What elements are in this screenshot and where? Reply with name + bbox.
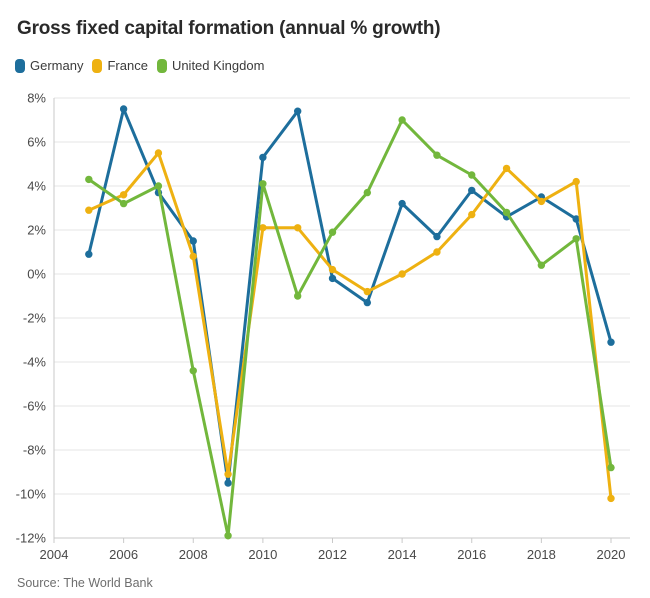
data-point-germany	[572, 215, 580, 223]
x-axis-label: 2016	[457, 547, 486, 562]
data-point-united-kingdom	[328, 228, 337, 236]
y-axis-label: -10%	[16, 487, 47, 502]
data-point-germany	[468, 186, 476, 195]
data-point-united-kingdom	[502, 208, 511, 217]
data-point-germany	[328, 274, 337, 283]
data-point-france	[398, 270, 406, 278]
y-axis-label: -4%	[23, 355, 47, 370]
data-point-germany	[224, 479, 232, 487]
data-point-united-kingdom	[85, 175, 93, 184]
y-axis-label: -8%	[23, 443, 47, 458]
data-point-france	[572, 177, 580, 186]
series-line-united-kingdom	[87, 118, 613, 538]
chart-title: Gross fixed capital formation (annual % …	[17, 18, 441, 39]
y-axis-label: -12%	[16, 531, 47, 546]
data-point-united-kingdom	[363, 188, 372, 197]
legend-label-france: France	[107, 58, 148, 73]
data-point-united-kingdom	[189, 367, 197, 375]
data-point-germany	[85, 250, 93, 258]
x-axis-label: 2006	[109, 547, 138, 562]
data-point-germany	[607, 338, 615, 346]
y-axis-label: -2%	[23, 311, 47, 326]
y-axis-label: 0%	[27, 267, 46, 282]
legend-swatch-germany-icon	[15, 58, 25, 73]
data-point-germany	[433, 232, 441, 241]
source-note: Source: The World Bank	[17, 576, 153, 590]
y-axis-label: -6%	[23, 399, 47, 414]
series-line-germany	[87, 107, 613, 485]
data-point-france	[502, 164, 511, 173]
legend-label-united-kingdom: United Kingdom	[171, 58, 265, 73]
legend-label-germany: Germany	[30, 58, 84, 73]
x-axis-label: 2010	[248, 547, 277, 562]
x-axis-label: 2012	[318, 547, 347, 562]
y-axis-label: 8%	[27, 91, 46, 106]
x-axis-label: 2018	[527, 547, 556, 562]
data-point-germany	[189, 237, 197, 245]
legend-item-united-kingdom: United Kingdom	[156, 58, 265, 73]
data-point-france	[293, 224, 302, 232]
data-point-france	[363, 287, 372, 296]
data-point-united-kingdom	[119, 199, 128, 208]
data-point-germany	[119, 105, 128, 113]
data-point-france	[85, 206, 93, 214]
y-axis-label: 6%	[27, 135, 46, 150]
data-point-france	[224, 470, 232, 478]
data-point-france	[328, 265, 337, 274]
data-point-germany	[259, 153, 267, 162]
chart-legend: Germany France United Kingdom	[15, 58, 264, 73]
data-point-germany	[293, 107, 302, 115]
data-point-united-kingdom	[433, 151, 441, 159]
data-point-france	[468, 210, 476, 219]
data-point-united-kingdom	[398, 116, 406, 124]
data-point-united-kingdom	[259, 180, 267, 188]
series-line-france	[87, 151, 613, 500]
data-point-france	[154, 149, 163, 157]
x-axis-label: 2014	[388, 547, 417, 562]
legend-item-germany: Germany	[15, 58, 83, 73]
x-axis-label: 2008	[179, 547, 208, 562]
y-axis-label: 4%	[27, 179, 46, 194]
data-point-united-kingdom	[607, 463, 615, 472]
y-axis-label: 2%	[27, 223, 46, 238]
data-point-france	[259, 224, 267, 232]
data-point-united-kingdom	[293, 292, 302, 300]
data-point-france	[119, 191, 128, 199]
data-point-germany	[363, 298, 372, 307]
x-axis-label: 2004	[40, 547, 69, 562]
x-axis-label: 2020	[597, 547, 626, 562]
legend-swatch-united-kingdom-icon	[156, 58, 167, 73]
data-point-united-kingdom	[572, 235, 580, 243]
data-point-france	[189, 252, 197, 261]
data-point-united-kingdom	[224, 532, 232, 540]
legend-swatch-france-icon	[92, 58, 103, 73]
legend-item-france: France	[92, 58, 148, 73]
data-point-france	[537, 197, 546, 206]
data-point-united-kingdom	[154, 182, 163, 190]
data-point-germany	[398, 199, 406, 208]
data-point-united-kingdom	[468, 171, 476, 179]
data-point-france	[607, 494, 615, 503]
data-point-united-kingdom	[537, 261, 546, 269]
data-point-france	[433, 248, 441, 256]
